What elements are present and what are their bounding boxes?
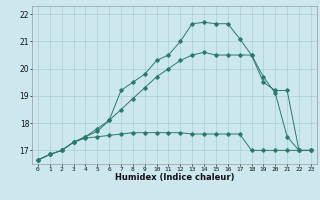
- X-axis label: Humidex (Indice chaleur): Humidex (Indice chaleur): [115, 173, 234, 182]
